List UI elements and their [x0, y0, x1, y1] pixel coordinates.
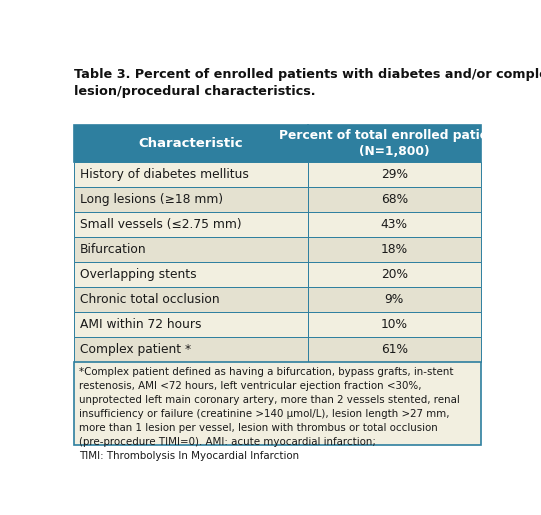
- Text: 43%: 43%: [381, 218, 408, 231]
- Text: Complex patient *: Complex patient *: [80, 342, 191, 355]
- Bar: [74, 125, 308, 162]
- Bar: [74, 337, 308, 362]
- Text: Characteristic: Characteristic: [138, 137, 243, 150]
- Bar: [308, 125, 480, 162]
- Text: Bifurcation: Bifurcation: [80, 243, 147, 255]
- Text: History of diabetes mellitus: History of diabetes mellitus: [80, 168, 249, 181]
- Bar: [74, 212, 308, 237]
- Text: Overlapping stents: Overlapping stents: [80, 268, 196, 281]
- Text: 61%: 61%: [381, 342, 408, 355]
- Bar: [308, 212, 480, 237]
- Bar: [308, 262, 480, 287]
- Bar: [308, 337, 480, 362]
- Bar: [74, 312, 308, 337]
- Bar: [74, 287, 308, 312]
- Bar: [74, 162, 308, 187]
- Text: Long lesions (≥18 mm): Long lesions (≥18 mm): [80, 193, 223, 205]
- Text: 10%: 10%: [381, 318, 408, 331]
- Bar: [74, 262, 308, 287]
- Bar: [308, 312, 480, 337]
- Bar: [308, 237, 480, 262]
- Text: Small vessels (≤2.75 mm): Small vessels (≤2.75 mm): [80, 218, 241, 231]
- Bar: [308, 287, 480, 312]
- Text: 20%: 20%: [381, 268, 408, 281]
- Text: AMI within 72 hours: AMI within 72 hours: [80, 318, 201, 331]
- Text: Table 3. Percent of enrolled patients with diabetes and/or complex
lesion/proced: Table 3. Percent of enrolled patients wi…: [74, 68, 541, 98]
- Text: 29%: 29%: [381, 168, 408, 181]
- Bar: [74, 237, 308, 262]
- Text: Chronic total occlusion: Chronic total occlusion: [80, 293, 220, 305]
- Text: 68%: 68%: [381, 193, 408, 205]
- Bar: [74, 187, 308, 212]
- Text: 9%: 9%: [385, 293, 404, 305]
- Text: 18%: 18%: [381, 243, 408, 255]
- Text: *Complex patient defined as having a bifurcation, bypass grafts, in-stent
resten: *Complex patient defined as having a bif…: [79, 367, 460, 461]
- Text: Percent of total enrolled patients
(N=1,800): Percent of total enrolled patients (N=1,…: [279, 129, 510, 158]
- Bar: [74, 362, 480, 445]
- Bar: [308, 187, 480, 212]
- Bar: [308, 162, 480, 187]
